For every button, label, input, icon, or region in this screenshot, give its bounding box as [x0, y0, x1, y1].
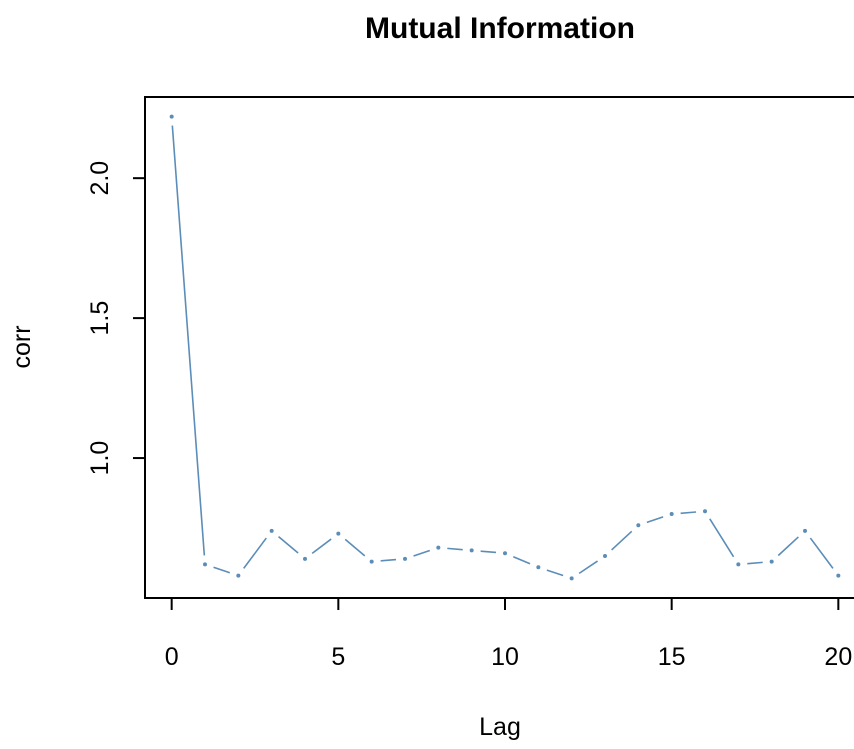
- y-tick-label: 1.0: [86, 441, 114, 476]
- series-segment: [171, 125, 206, 556]
- series-segment: [680, 511, 697, 515]
- data-point: [369, 559, 374, 564]
- series-segment: [447, 547, 463, 551]
- data-point: [669, 512, 674, 517]
- data-point: [269, 528, 274, 533]
- data-point: [536, 565, 541, 570]
- data-point: [503, 551, 507, 556]
- data-point: [569, 576, 574, 581]
- series-segment: [380, 558, 397, 562]
- series-segment: [578, 560, 598, 575]
- series-segment: [413, 549, 431, 557]
- series-segment: [480, 550, 497, 554]
- series-segment: [278, 536, 299, 554]
- series-segment: [546, 569, 564, 577]
- data-point: [736, 562, 741, 567]
- x-tick-label: 20: [824, 643, 852, 671]
- series-layer: [169, 114, 841, 581]
- x-axis: 0 5 10 15 20: [165, 598, 852, 671]
- data-point: [303, 556, 307, 561]
- x-tick-label: 5: [331, 643, 345, 671]
- series-segment: [747, 561, 763, 565]
- series-segment: [777, 536, 799, 557]
- series-segment: [213, 566, 231, 574]
- data-point: [403, 556, 407, 561]
- data-point: [436, 545, 441, 550]
- x-tick-label: 10: [491, 643, 519, 671]
- data-point: [169, 114, 174, 119]
- y-tick-label: 2.0: [86, 161, 114, 196]
- y-axis-label: corr: [8, 325, 36, 368]
- x-axis-label: Lag: [479, 713, 521, 741]
- y-axis: 1.0 1.5 2.0: [86, 161, 145, 476]
- plot-frame: [144, 96, 854, 599]
- data-point: [636, 523, 641, 528]
- data-point: [803, 528, 807, 533]
- series-segment: [243, 537, 267, 569]
- x-tick-label: 15: [658, 643, 686, 671]
- data-point: [336, 531, 341, 536]
- series-segment: [611, 530, 633, 551]
- x-tick-label: 0: [165, 643, 179, 671]
- data-point: [203, 562, 207, 567]
- series-segment: [512, 555, 531, 565]
- series-segment: [344, 538, 366, 557]
- series-segment: [311, 538, 332, 555]
- data-point: [469, 548, 474, 553]
- data-point: [703, 509, 707, 514]
- data-point: [603, 554, 607, 559]
- data-point: [236, 573, 241, 578]
- data-point: [769, 559, 774, 564]
- chart-title: Mutual Information: [365, 12, 635, 45]
- data-point: [836, 573, 841, 578]
- series-segment: [709, 518, 735, 558]
- series-segment: [809, 537, 834, 569]
- y-tick-label: 1.5: [86, 301, 114, 336]
- series-segment: [646, 516, 664, 524]
